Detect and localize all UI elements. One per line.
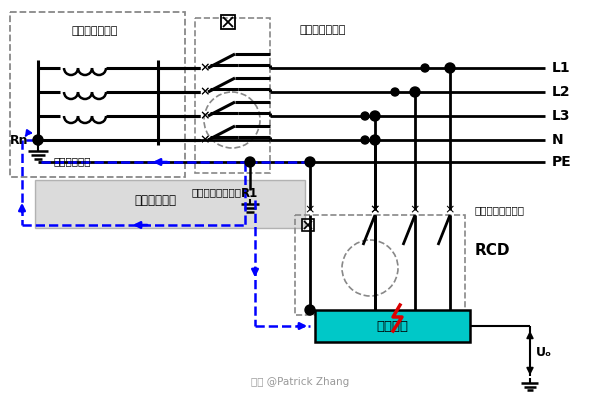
- Circle shape: [361, 112, 369, 120]
- Circle shape: [391, 88, 399, 96]
- Text: 地线电流通道: 地线电流通道: [134, 194, 176, 206]
- Text: 电力变压器次级: 电力变压器次级: [72, 26, 118, 36]
- Text: 电气设备的接地极: 电气设备的接地极: [192, 187, 242, 197]
- Text: N: N: [552, 133, 563, 147]
- Circle shape: [410, 87, 420, 97]
- Text: L1: L1: [552, 61, 571, 75]
- Circle shape: [305, 157, 315, 167]
- Text: ×: ×: [445, 204, 455, 217]
- Text: RCD: RCD: [475, 242, 511, 257]
- Text: ×: ×: [200, 110, 210, 122]
- Bar: [302, 219, 314, 231]
- Text: Rn: Rn: [10, 133, 28, 147]
- Circle shape: [370, 135, 380, 145]
- Circle shape: [361, 136, 369, 144]
- Text: ×: ×: [410, 204, 420, 217]
- Circle shape: [306, 158, 314, 166]
- Text: ×: ×: [200, 110, 210, 122]
- Circle shape: [370, 111, 380, 121]
- Circle shape: [33, 135, 43, 145]
- Text: 用电设备: 用电设备: [377, 320, 409, 333]
- Text: ×: ×: [200, 86, 210, 99]
- FancyBboxPatch shape: [315, 310, 470, 342]
- Text: 知乎 @Patrick Zhang: 知乎 @Patrick Zhang: [251, 377, 349, 387]
- Circle shape: [245, 157, 255, 167]
- Text: Uₒ: Uₒ: [536, 345, 552, 358]
- Text: ×: ×: [370, 204, 380, 217]
- Text: ×: ×: [370, 204, 380, 217]
- Text: ×: ×: [200, 61, 210, 74]
- Text: ×: ×: [200, 133, 210, 147]
- Circle shape: [421, 64, 429, 72]
- Text: L2: L2: [552, 85, 571, 99]
- Text: 变电所接地极: 变电所接地极: [53, 156, 91, 166]
- Text: 电气装置的断路器: 电气装置的断路器: [475, 205, 525, 215]
- Circle shape: [445, 63, 455, 73]
- Text: ×: ×: [200, 86, 210, 99]
- Text: L3: L3: [552, 109, 571, 123]
- Circle shape: [305, 305, 315, 315]
- Text: R1: R1: [241, 187, 259, 200]
- Text: ×: ×: [200, 133, 210, 147]
- Text: PE: PE: [552, 155, 572, 169]
- FancyBboxPatch shape: [35, 180, 305, 228]
- Text: 主进线的断路器: 主进线的断路器: [300, 25, 346, 35]
- Text: ×: ×: [200, 61, 210, 74]
- Bar: [221, 15, 235, 29]
- Text: ×: ×: [305, 204, 315, 217]
